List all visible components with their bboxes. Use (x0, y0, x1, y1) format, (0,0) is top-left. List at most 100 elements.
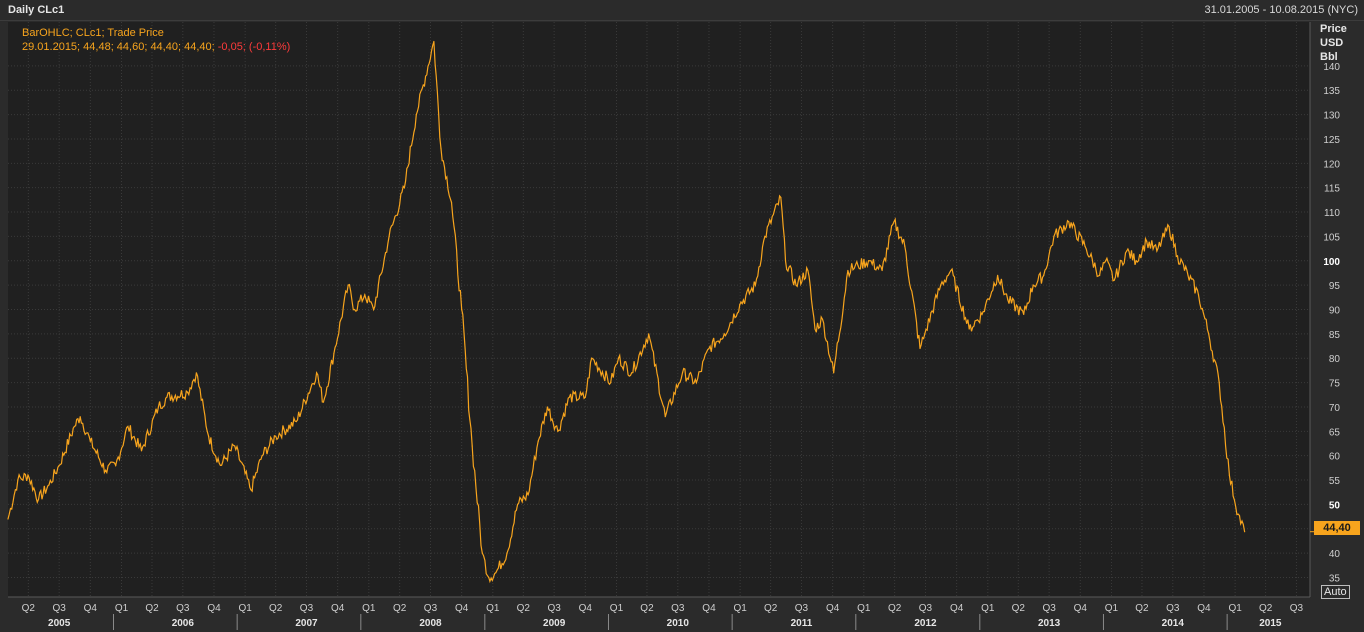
y-tick-label: 65 (1329, 427, 1341, 438)
price-point (1208, 333, 1210, 335)
y-tick-label: 35 (1329, 574, 1341, 585)
price-point (1244, 531, 1246, 533)
quarter-tick-label: Q2 (764, 603, 778, 614)
quarter-tick-label: Q3 (424, 603, 438, 614)
price-point (695, 381, 698, 384)
price-point (1146, 240, 1148, 242)
quarter-tick-label: Q1 (115, 603, 129, 614)
price-point (261, 455, 263, 457)
quarter-tick-label: Q1 (486, 603, 500, 614)
price-point (219, 464, 222, 467)
quarter-tick-label: Q2 (145, 603, 159, 614)
y-tick-label: 50 (1329, 500, 1341, 511)
quarter-tick-label: Q3 (671, 603, 685, 614)
price-point (833, 372, 835, 374)
price-point (784, 260, 787, 262)
quarter-tick-label: Q3 (795, 603, 809, 614)
price-point (924, 333, 926, 335)
quarter-tick-label: Q4 (1074, 603, 1088, 614)
price-point (89, 440, 91, 442)
year-tick-label: 2010 (667, 618, 690, 629)
price-point (333, 352, 335, 354)
price-point (1228, 474, 1230, 476)
price-point (440, 148, 442, 150)
price-point (584, 396, 586, 398)
price-point (1032, 284, 1034, 286)
price-point (353, 308, 356, 311)
price-point (58, 464, 60, 467)
quarter-tick-label: Q3 (919, 603, 933, 614)
price-point (186, 391, 189, 393)
price-point (495, 572, 497, 574)
y-tick-label: 130 (1323, 111, 1340, 122)
quarter-tick-label: Q2 (888, 603, 902, 614)
price-point (415, 113, 417, 116)
price-point (847, 269, 849, 272)
price-point (857, 265, 859, 267)
price-point (681, 372, 684, 374)
year-tick-label: 2006 (172, 618, 195, 629)
quarter-tick-label: Q3 (1042, 603, 1056, 614)
quarter-tick-label: Q1 (1228, 603, 1242, 614)
price-point (1126, 250, 1128, 252)
price-point (546, 406, 548, 408)
date-range: 31.01.2005 - 10.08.2015 (NYC) (1204, 4, 1359, 16)
price-point (488, 576, 490, 579)
price-point (557, 430, 559, 432)
price-point (364, 294, 366, 296)
price-point (997, 274, 999, 276)
y-tick-label: 75 (1329, 379, 1341, 390)
price-point (372, 308, 375, 311)
y-tick-label: 140 (1323, 62, 1340, 73)
price-point (867, 260, 870, 262)
price-point (739, 304, 741, 306)
price-point (1043, 274, 1045, 276)
price-point (537, 440, 539, 442)
quarter-tick-label: Q1 (981, 603, 995, 614)
quarter-tick-label: Q2 (640, 603, 654, 614)
quarter-tick-label: Q4 (826, 603, 840, 614)
legend-series: BarOHLC; CLc1; Trade Price (22, 27, 164, 39)
y-tick-label: 100 (1323, 257, 1340, 268)
price-point (940, 284, 942, 286)
price-point (904, 245, 906, 247)
y-tick-label: 110 (1324, 208, 1340, 219)
price-point (1007, 299, 1009, 301)
price-point (1168, 226, 1170, 228)
price-point (388, 235, 390, 238)
price-point (1023, 313, 1025, 315)
price-point (754, 284, 756, 286)
price-point (250, 489, 252, 491)
legend-change-values: -0,05; (-0,11%) (217, 41, 291, 53)
price-point (506, 552, 508, 554)
y-tick-label: 95 (1329, 281, 1341, 292)
year-tick-label: 2009 (543, 618, 566, 629)
quarter-tick-label: Q1 (610, 603, 624, 614)
y-tick-label: 80 (1329, 354, 1341, 365)
y-tick-label: 125 (1323, 135, 1340, 146)
price-point (166, 396, 168, 398)
quarter-tick-label: Q2 (393, 603, 407, 614)
quarter-tick-label: Q4 (455, 603, 469, 614)
price-point (1187, 274, 1189, 276)
price-point (73, 425, 76, 428)
price-point (664, 416, 666, 418)
price-point (433, 40, 435, 43)
quarter-tick-label: Q2 (1259, 603, 1273, 614)
year-tick-label: 2012 (914, 618, 937, 629)
price-point (516, 503, 519, 506)
price-point (568, 396, 570, 398)
price-point (723, 333, 725, 335)
price-point (37, 498, 40, 501)
quarter-tick-label: Q4 (950, 603, 964, 614)
auto-scale-button[interactable]: Auto (1321, 585, 1350, 599)
price-point (1218, 381, 1220, 384)
price-point (403, 187, 405, 189)
legend-ohlc-values: 29.01.2015; 44,48; 44,60; 44,40; 44,40; (22, 41, 218, 53)
y-tick-label: 135 (1323, 86, 1340, 97)
price-point (27, 474, 29, 476)
price-point (234, 445, 236, 447)
y-axis-unit-barrel: Bbl (1320, 51, 1338, 63)
price-point (1053, 235, 1055, 238)
